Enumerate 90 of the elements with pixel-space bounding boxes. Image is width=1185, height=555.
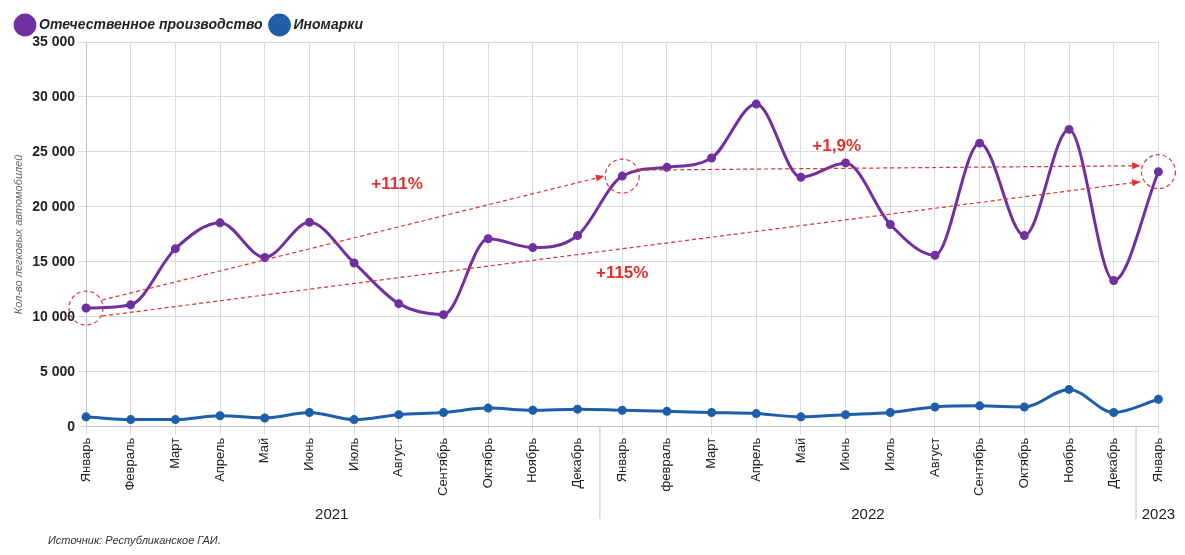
annotation: +1,9% [812,135,862,155]
point [528,405,538,415]
point [394,299,404,309]
point [126,300,136,310]
point [1109,276,1119,286]
point [573,230,583,240]
point [1019,402,1029,412]
point [662,406,672,416]
point [796,172,806,182]
point [304,407,314,417]
point [81,412,91,422]
y-tick-label: 5 000 [39,362,76,379]
x-tick-label: Декабрь [569,437,585,489]
point [751,409,761,419]
y-tick-label: 20 000 [32,197,76,214]
point [796,412,806,422]
point [975,138,985,148]
point [707,407,717,417]
text: 2022 [851,505,885,523]
legend-label: Иномарки [293,15,364,32]
x-tick-label: Май [792,437,808,464]
x-tick-label: Сентябрь [435,437,451,497]
text: Источник: Республиканское ГАИ. [48,534,221,547]
x-tick-label: Январь [1149,437,1165,483]
x-tick-label: Сентябрь [971,437,987,497]
y-tick-label: 10 000 [32,307,76,324]
point [1109,407,1119,417]
point [126,415,136,425]
point [260,413,270,423]
x-tick-label: Июль [345,437,361,471]
point [438,407,448,417]
point [483,403,493,413]
point [885,407,895,417]
point [975,401,985,411]
point [349,415,359,425]
point [841,158,851,168]
point [349,258,359,268]
x-tick-label: Январь [613,437,629,483]
x-tick-label: Июль [881,437,897,471]
point [170,415,180,425]
point [438,310,448,320]
point [841,410,851,420]
text: 2023 [1141,505,1176,523]
x-tick-label: февраль [658,437,674,492]
point [662,162,672,172]
x-tick-label: Ноябрь [1060,437,1076,483]
point [304,217,314,227]
point [751,99,761,109]
y-tick-label: 15 000 [32,252,76,269]
legend-label: Отечественное производство [39,15,263,32]
point [930,250,940,260]
x-tick-label: Декабрь [1105,437,1121,489]
x-tick-label: Август [390,437,406,477]
point [260,252,270,262]
point [885,219,895,229]
x-tick-label: Ноябрь [524,437,540,483]
point [930,402,940,412]
x-tick-label: Октябрь [479,437,495,489]
point [483,234,493,244]
x-tick-label: Март [166,437,182,469]
x-tick-label: Август [926,437,942,477]
y-tick-label: 25 000 [32,142,76,159]
x-tick-label: Май [256,437,272,464]
point [1153,394,1163,404]
y-axis-title: Кол-во легковых автомобилей [11,154,24,315]
point [1064,384,1074,394]
point [617,405,627,415]
x-tick-label: Январь [77,437,93,483]
point [215,218,225,228]
x-tick-label: Июнь [837,437,853,471]
y-tick-label: 30 000 [32,87,76,104]
x-tick-label: Февраль [122,437,138,491]
x-tick-label: Апрель [211,437,227,482]
annotation: +111% [371,174,423,194]
x-tick-label: Апрель [747,437,763,482]
point [573,404,583,414]
point [1064,124,1074,134]
x-tick-label: Октябрь [1015,437,1031,489]
text: 2021 [315,505,349,523]
x-tick-label: Март [703,437,719,469]
point [170,244,180,254]
x-tick-label: Июнь [301,437,317,471]
annotation: +115% [595,262,649,282]
y-tick-label: 35 000 [32,32,76,49]
y-tick-label: 0 [67,417,76,434]
point [1019,230,1029,240]
point [215,411,225,421]
point [528,243,538,253]
point [394,410,404,420]
point [707,153,717,163]
